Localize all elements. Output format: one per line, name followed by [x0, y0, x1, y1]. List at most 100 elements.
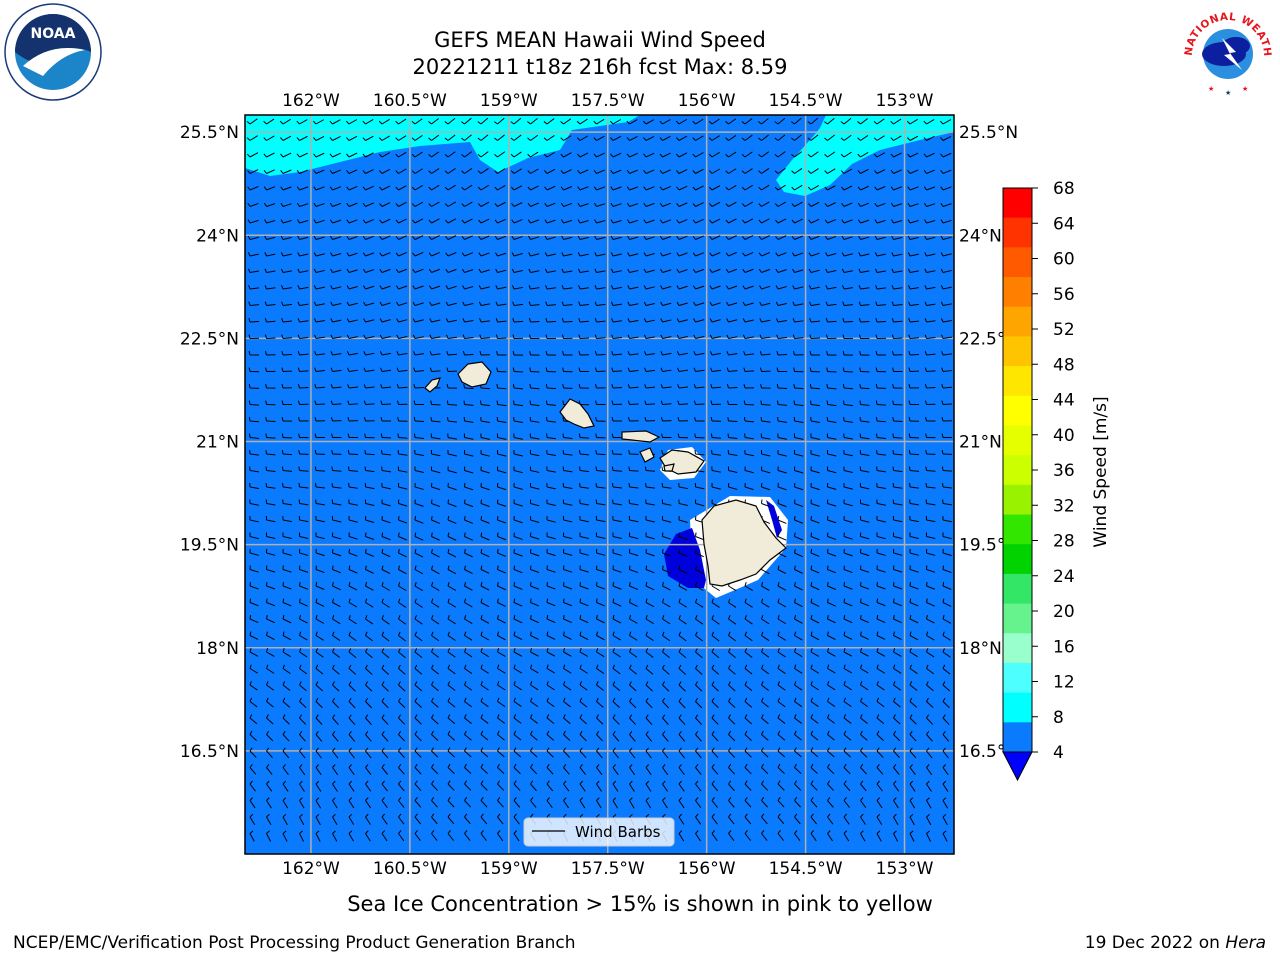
wind-barb	[909, 552, 919, 556]
wind-barb-flag	[893, 830, 897, 834]
wind-barb	[282, 320, 293, 323]
wind-barb-flag	[314, 384, 317, 389]
wind-barb	[777, 269, 787, 273]
wind-barb-flag	[708, 186, 713, 191]
wind-barb-flag	[890, 137, 894, 141]
wind-barb	[464, 453, 474, 457]
wind-barb-flag	[363, 334, 366, 339]
wind-barb-flag	[444, 137, 449, 141]
wind-barb	[827, 783, 835, 791]
wind-barb-flag	[662, 714, 666, 719]
wind-barb	[266, 536, 276, 540]
wind-barb-flag	[843, 780, 847, 785]
wind-barb-flag	[398, 813, 402, 818]
wind-barb	[744, 618, 753, 625]
wind-barb	[299, 536, 309, 540]
wind-barb	[909, 734, 917, 742]
wind-barb-flag	[711, 813, 715, 818]
wind-barb	[926, 503, 936, 506]
wind-barb-flag	[264, 235, 267, 240]
wind-barb-flag	[810, 598, 813, 603]
wind-barb	[497, 602, 506, 607]
wind-barb-flag	[593, 153, 597, 158]
wind-barb-flag	[860, 797, 864, 801]
wind-barb-flag	[264, 219, 267, 224]
wind-barb	[513, 303, 523, 306]
wind-barb-flag	[314, 334, 317, 339]
wind-barb	[876, 833, 882, 842]
wind-barb-flag	[428, 252, 432, 257]
wind-barb	[249, 668, 258, 674]
wind-barb	[365, 734, 372, 742]
wind-barb	[926, 585, 936, 590]
wind-barb-flag	[282, 614, 285, 620]
wind-barb-flag	[444, 219, 449, 224]
wind-barb	[332, 569, 342, 574]
wind-barb-flag	[563, 763, 567, 768]
wind-barb-flag	[743, 400, 746, 405]
wind-barb	[497, 404, 507, 407]
wind-barb-flag	[395, 120, 399, 125]
wind-barb-flag	[926, 681, 929, 686]
wind-barb	[315, 186, 325, 191]
wind-barb	[579, 800, 586, 809]
wind-barb	[497, 420, 507, 424]
wind-barb-flag	[497, 532, 499, 537]
wind-barb-flag	[347, 433, 350, 438]
wind-barb	[464, 767, 472, 775]
wind-barb-flag	[695, 681, 698, 686]
wind-barb-flag	[627, 334, 630, 339]
lon-label-bottom: 162°W	[282, 859, 340, 879]
wind-barb-flag	[709, 351, 713, 356]
wind-barb	[513, 585, 523, 590]
wind-barb-flag	[348, 714, 352, 719]
wind-barb-flag	[546, 697, 549, 702]
wind-barb	[777, 816, 785, 825]
wind-barb	[464, 235, 473, 240]
wind-barb-flag	[398, 681, 401, 686]
wind-barb-flag	[446, 383, 449, 389]
wind-barb	[414, 151, 423, 158]
wind-barb	[332, 536, 342, 540]
wind-barb-flag	[248, 301, 251, 306]
wind-barb	[332, 800, 338, 809]
wind-barb-flag	[379, 235, 383, 240]
wind-barb	[596, 118, 605, 125]
wind-barb-flag	[398, 532, 400, 537]
wind-barb	[761, 285, 771, 290]
wind-barb-flag	[807, 121, 812, 125]
wind-barb	[266, 618, 275, 624]
wind-barb-flag	[447, 565, 450, 570]
wind-barb-flag	[827, 598, 829, 603]
wind-barb-flag	[379, 268, 383, 273]
wind-barb-flag	[662, 780, 666, 785]
wind-barb	[431, 552, 440, 558]
wind-barb	[266, 270, 276, 273]
wind-barb-flag	[676, 153, 680, 158]
wind-barb	[876, 135, 885, 141]
wind-barb-flag	[544, 186, 548, 191]
wind-barb	[365, 717, 372, 726]
wind-barb	[266, 602, 276, 607]
wind-barb-flag	[942, 714, 946, 719]
wind-barb-flag	[563, 813, 567, 818]
wind-barb	[530, 453, 540, 457]
wind-barb-flag	[893, 697, 896, 702]
wind-barb-flag	[414, 697, 418, 702]
wind-barb-flag	[907, 252, 911, 257]
wind-barb-flag	[612, 797, 617, 801]
wind-barb	[365, 486, 375, 490]
wind-barb	[629, 286, 639, 290]
wind-barb-flag	[544, 219, 548, 224]
wind-barb	[249, 420, 260, 423]
wind-barb	[926, 552, 936, 556]
wind-barb-flag	[511, 219, 515, 224]
wind-barb-flag	[579, 631, 582, 636]
wind-barb	[563, 717, 571, 725]
wind-barb	[761, 816, 768, 825]
wind-barb-flag	[298, 466, 300, 471]
wind-barb-flag	[611, 367, 614, 372]
wind-barb	[893, 684, 902, 691]
wind-barb-flag	[695, 813, 699, 818]
wind-barb	[282, 203, 292, 207]
